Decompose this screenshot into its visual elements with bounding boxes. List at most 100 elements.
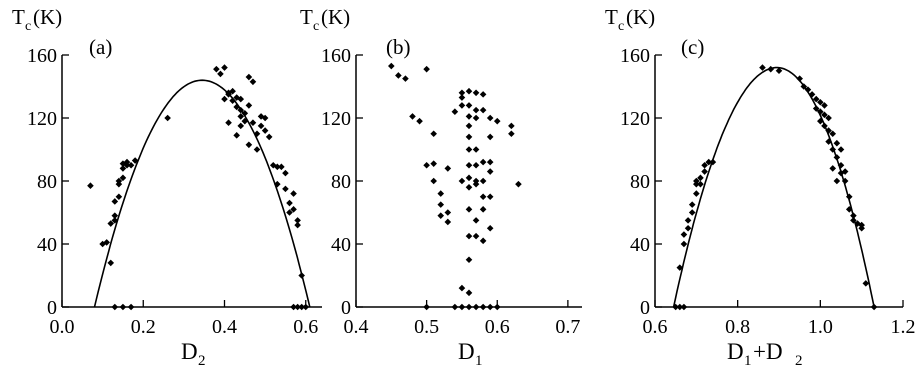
data-point: [430, 160, 437, 167]
data-point: [302, 303, 310, 311]
data-point: [416, 117, 423, 125]
data-point: [437, 201, 445, 208]
y-tick-label: 80: [331, 171, 351, 193]
y-tick-label: 160: [321, 45, 351, 67]
x-tick-label: 0.7: [555, 316, 580, 338]
data-point: [680, 231, 688, 238]
data-point: [437, 212, 445, 219]
data-point: [825, 138, 832, 145]
data-point: [458, 94, 466, 101]
data-point: [821, 102, 828, 109]
data-point: [800, 83, 808, 90]
data-point: [294, 303, 301, 311]
y-tick-label: 0: [47, 297, 57, 319]
data-point: [829, 130, 837, 138]
data-point: [119, 174, 127, 182]
y-tick-label: 0: [640, 297, 650, 319]
data-point: [684, 217, 692, 224]
data-point: [472, 217, 480, 224]
data-point: [825, 114, 832, 122]
data-point: [131, 157, 139, 164]
data-point: [402, 75, 409, 82]
data-point: [688, 201, 696, 208]
data-point: [298, 303, 305, 311]
data-point: [808, 91, 816, 98]
data-point: [290, 206, 297, 213]
data-point: [701, 168, 708, 175]
data-point: [290, 303, 297, 311]
data-point: [472, 89, 480, 97]
data-point: [245, 141, 253, 149]
data-point: [213, 65, 220, 73]
data-point: [825, 127, 832, 134]
data-point: [465, 289, 473, 297]
data-point: [245, 102, 253, 109]
data-point: [221, 64, 228, 71]
data-point: [107, 220, 115, 227]
y-tick-label: 120: [27, 108, 57, 130]
data-point: [833, 154, 841, 161]
data-point: [837, 161, 845, 169]
y-axis-label-sub: c: [618, 19, 624, 34]
data-point: [465, 256, 473, 264]
data-point: [253, 146, 261, 153]
data-point: [274, 180, 281, 188]
data-point: [479, 91, 487, 98]
data-point: [472, 114, 480, 122]
data-point: [472, 180, 480, 188]
data-point: [465, 146, 473, 153]
y-axis-label-unit: (K): [321, 5, 350, 29]
x-tick-label: 1.2: [891, 316, 916, 338]
data-point: [479, 193, 487, 201]
data-point: [430, 177, 437, 185]
x-tick-label: 0.8: [725, 316, 750, 338]
data-point: [862, 280, 870, 287]
x-axis-label-tail: +D: [753, 339, 783, 364]
data-point: [817, 98, 824, 106]
data-point: [298, 272, 305, 279]
panel-b: 0 40 80 120 160 0.4 0.5 0.6 0.7 T c (K) (b) D 1: [300, 5, 582, 369]
data-point: [486, 193, 494, 201]
data-point: [286, 209, 293, 216]
data-point: [465, 113, 473, 120]
data-point: [515, 180, 522, 188]
y-axis-label-unit: (K): [33, 5, 62, 29]
data-point: [486, 168, 494, 175]
data-point: [479, 237, 487, 245]
data-point: [812, 105, 820, 112]
data-point: [817, 108, 824, 115]
data-point: [119, 160, 127, 167]
data-point: [430, 130, 437, 138]
data-point: [486, 114, 494, 122]
data-point: [833, 139, 841, 147]
data-point: [829, 146, 837, 153]
data-point: [261, 114, 269, 122]
x-axis-label-main: D: [181, 339, 198, 364]
x-axis-label-sub: 1: [744, 353, 752, 369]
data-point: [237, 106, 245, 114]
data-point: [388, 62, 395, 70]
data-point: [705, 158, 713, 166]
data-point: [841, 177, 849, 185]
data-point: [249, 119, 257, 127]
data-point: [837, 169, 845, 177]
data-point: [458, 303, 466, 311]
data-point: [775, 67, 783, 75]
data-point: [676, 303, 684, 311]
data-point: [486, 158, 494, 166]
y-tick-label: 40: [630, 234, 650, 256]
x-axis-label-sub2: 2: [795, 353, 803, 369]
data-point: [164, 114, 171, 122]
data-point: [294, 217, 301, 224]
data-point: [858, 224, 865, 232]
data-point: [245, 73, 253, 81]
data-point: [870, 303, 878, 311]
data-point: [395, 72, 402, 79]
y-tick-label: 40: [331, 234, 351, 256]
data-point: [241, 109, 249, 117]
data-point: [850, 212, 857, 219]
data-point: [845, 193, 853, 201]
data-point: [465, 184, 473, 191]
